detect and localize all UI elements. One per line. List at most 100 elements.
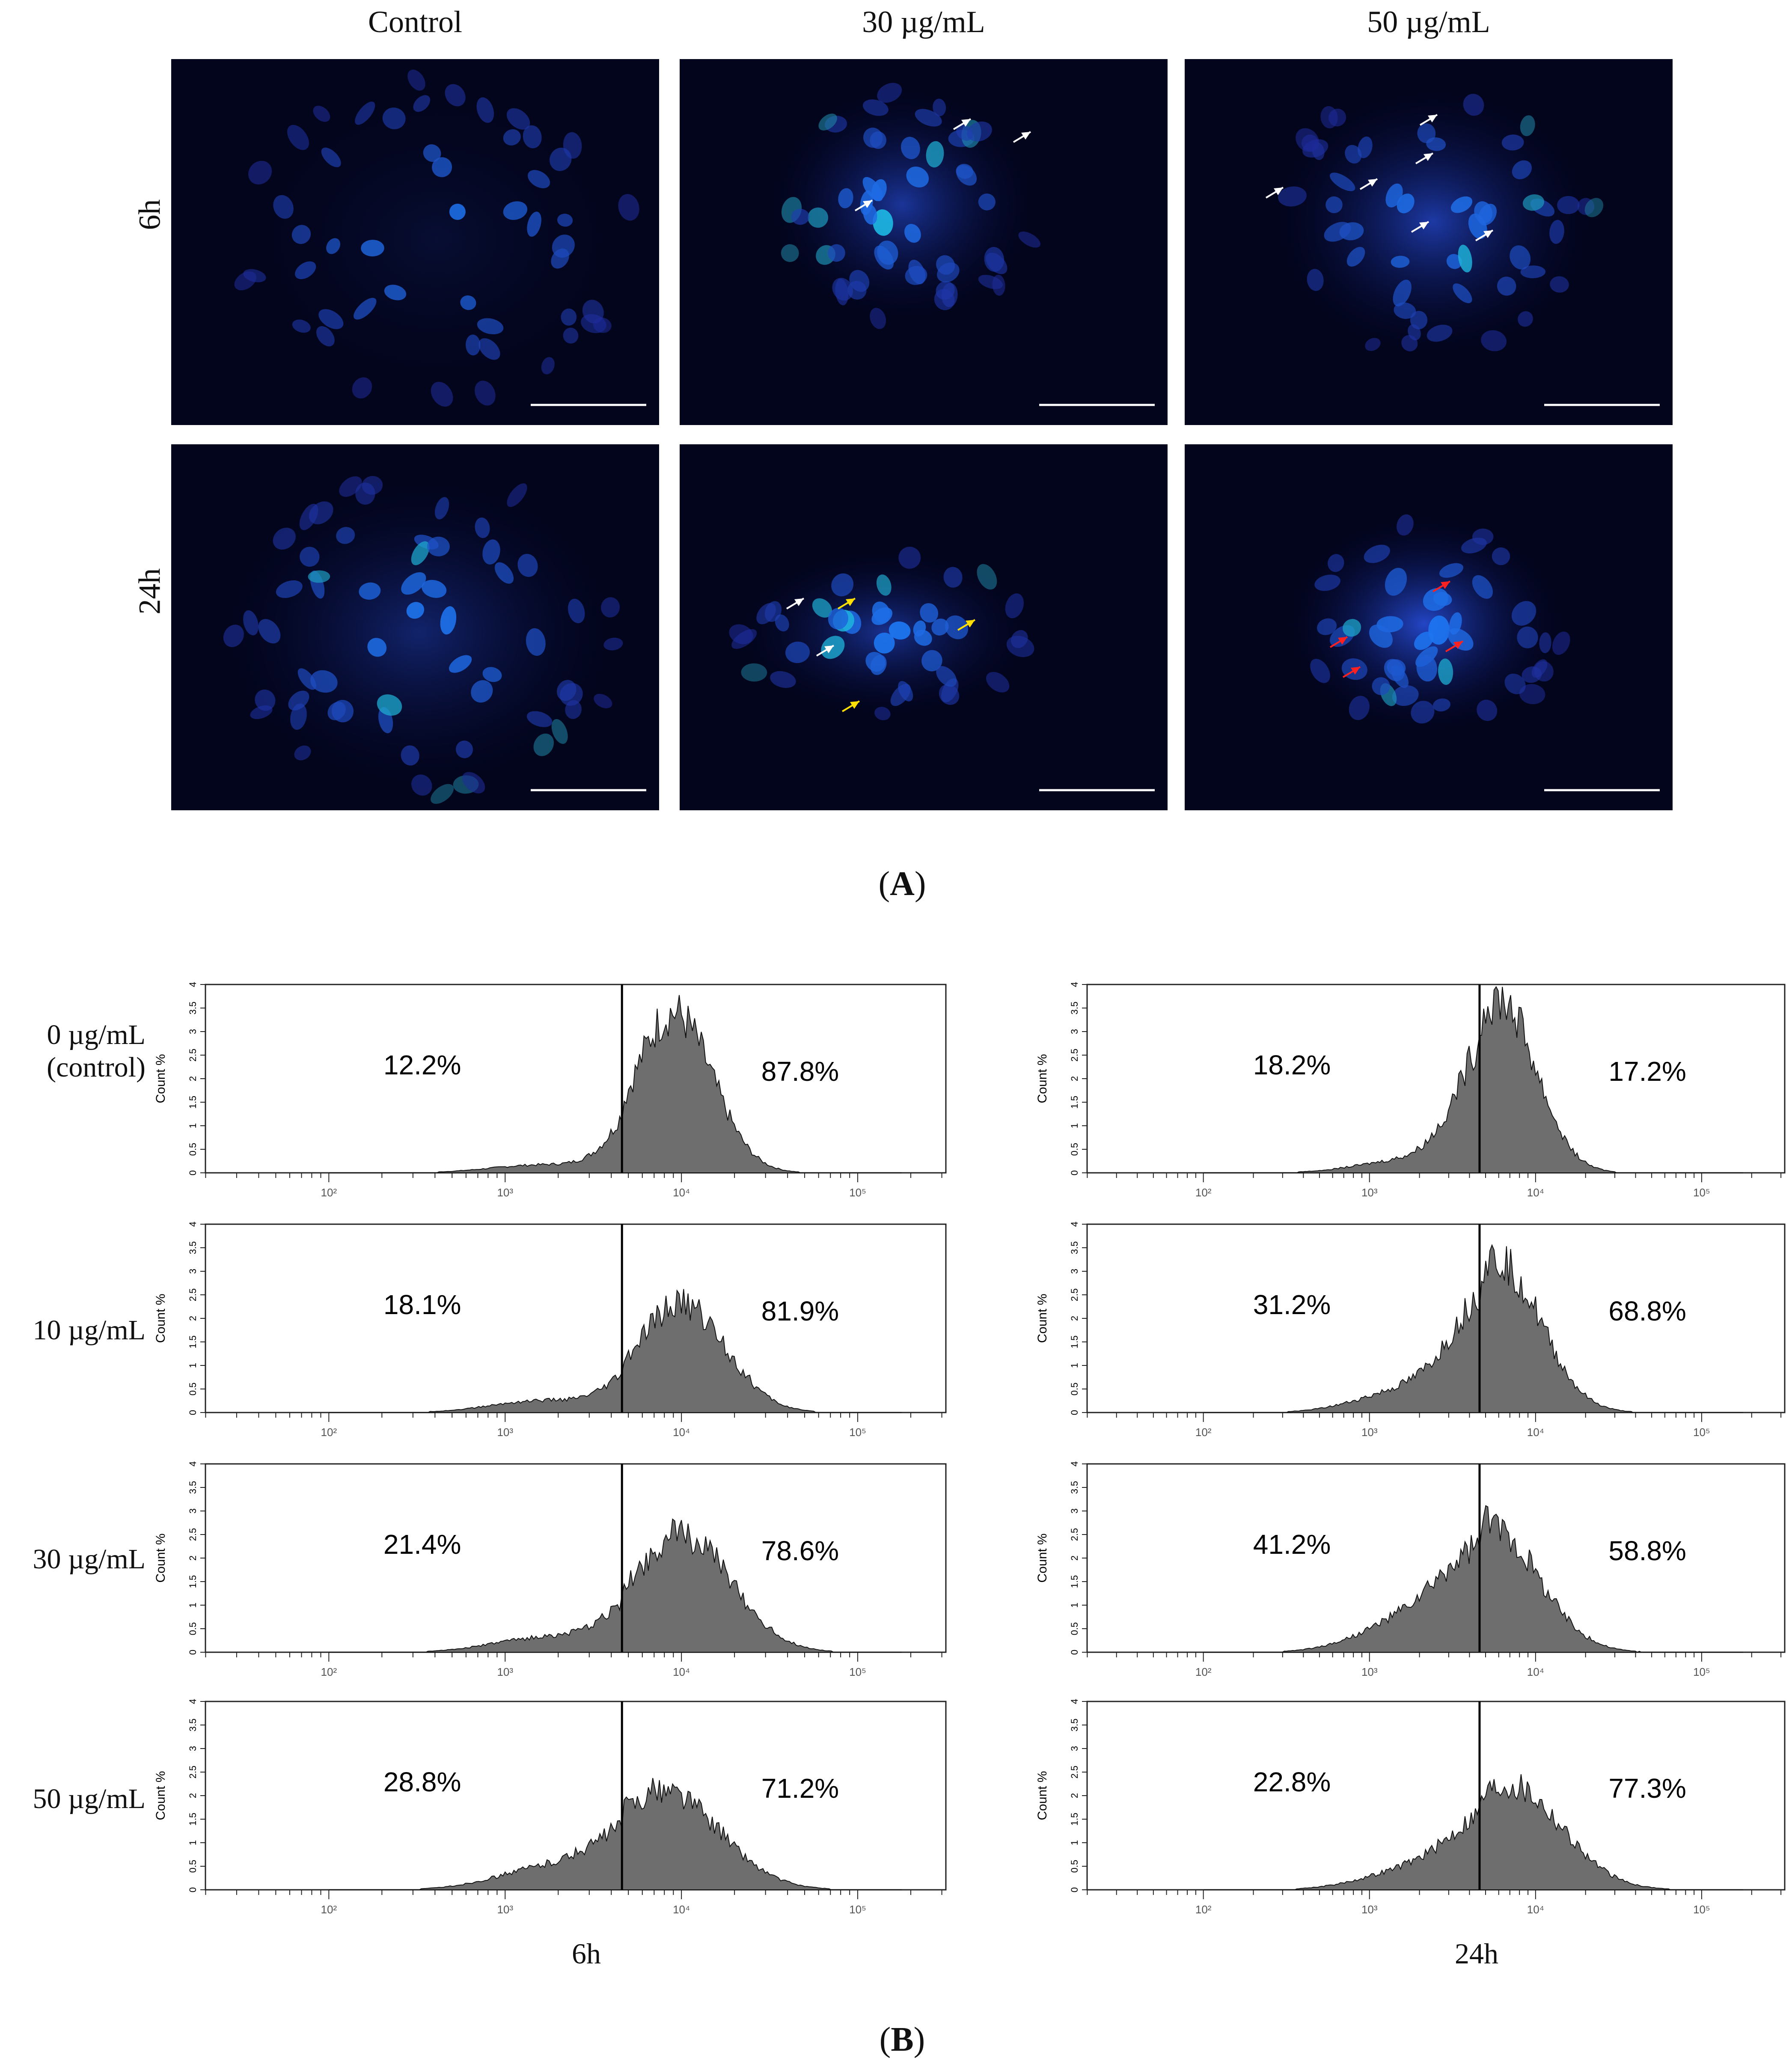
left-percentage: 12.2%	[383, 1050, 461, 1080]
left-percentage: 22.8%	[1253, 1767, 1331, 1797]
row-label-50: 50 µg/mL	[33, 1783, 146, 1814]
left-percentage: 21.4%	[383, 1529, 461, 1560]
y-tick-label: 4	[187, 1461, 198, 1466]
y-tick-label: 4	[187, 1699, 198, 1704]
y-tick-label: 1	[1069, 1123, 1080, 1128]
histogram-area	[1203, 986, 1743, 1173]
y-tick-label: 3	[1069, 1269, 1080, 1274]
column-label-30: 30 µg/mL	[862, 5, 985, 39]
y-tick-label: 2	[1069, 1316, 1080, 1321]
y-tick-label: 3.5	[1069, 1241, 1080, 1255]
row-label-0-line2: (control)	[47, 1052, 146, 1083]
x-tick-label: 10⁴	[1527, 1186, 1544, 1199]
x-tick-label: 10³	[1361, 1186, 1378, 1199]
y-tick-label: 1.5	[187, 1335, 198, 1349]
y-tick-label: 3	[1069, 1508, 1080, 1514]
y-axis-title: Count %	[154, 1054, 168, 1103]
x-tick-label: 10⁴	[673, 1903, 690, 1916]
y-tick-label: 0	[187, 1410, 198, 1415]
y-tick-label: 2.5	[1069, 1528, 1080, 1541]
y-tick-label: 3	[1069, 1029, 1080, 1034]
x-tick-label: 10³	[1361, 1903, 1378, 1916]
micrograph-control-24h	[171, 444, 659, 810]
x-tick-label: 10⁵	[849, 1903, 866, 1916]
x-tick-label: 10²	[321, 1665, 337, 1678]
column-label-50: 50 µg/mL	[1367, 5, 1490, 39]
y-axis-title: Count %	[1035, 1771, 1049, 1820]
column-label-control: Control	[368, 5, 462, 39]
x-tick-label: 10³	[497, 1426, 513, 1439]
histogram-area	[329, 1518, 902, 1653]
y-tick-label: 3	[187, 1746, 198, 1751]
y-tick-label: 3	[187, 1269, 198, 1274]
histogram-area	[329, 1778, 902, 1890]
y-tick-label: 0	[1069, 1650, 1080, 1655]
histogram-area	[1203, 1244, 1743, 1413]
y-tick-label: 3	[1069, 1746, 1080, 1751]
y-tick-label: 4	[1069, 982, 1080, 987]
right-percentage: 78.6%	[761, 1535, 839, 1566]
y-axis-title: Count %	[1035, 1054, 1049, 1103]
y-tick-label: 0	[1069, 1410, 1080, 1415]
right-percentage: 71.2%	[761, 1773, 839, 1804]
y-tick-label: 1.5	[187, 1575, 198, 1588]
y-tick-label: 4	[1069, 1699, 1080, 1704]
y-tick-label: 4	[1069, 1222, 1080, 1227]
right-percentage: 81.9%	[761, 1296, 839, 1326]
y-tick-label: 1	[1069, 1840, 1080, 1845]
y-tick-label: 3.5	[187, 1719, 198, 1732]
time-label-24h: 24h	[1455, 1937, 1498, 1970]
x-tick-label: 10²	[1195, 1903, 1212, 1916]
x-tick-label: 10²	[1195, 1426, 1212, 1439]
y-tick-label: 0.5	[1069, 1622, 1080, 1636]
y-axis-title: Count %	[1035, 1533, 1049, 1582]
y-tick-label: 2	[187, 1555, 198, 1561]
x-tick-label: 10²	[1195, 1665, 1212, 1678]
left-percentage: 18.2%	[1253, 1050, 1331, 1080]
y-axis-title: Count %	[1035, 1294, 1049, 1343]
left-percentage: 18.1%	[383, 1289, 461, 1320]
y-tick-label: 0.5	[187, 1383, 198, 1396]
y-tick-label: 4	[1069, 1461, 1080, 1466]
y-tick-label: 2.5	[187, 1288, 198, 1302]
histogram-area	[1203, 1774, 1743, 1890]
y-tick-label: 2.5	[1069, 1049, 1080, 1062]
y-tick-label: 2	[187, 1316, 198, 1321]
y-tick-label: 0.5	[1069, 1860, 1080, 1873]
row-label-24h: 24h	[132, 568, 167, 615]
y-tick-label: 2.5	[187, 1766, 198, 1779]
y-tick-label: 2	[187, 1076, 198, 1081]
y-tick-label: 1.5	[187, 1813, 198, 1826]
histogram-24h-30: Count % 0 0.5 1 1.5 2 2.5 3 3.5 4 10² 10³ 10⁴ 10⁵ 41.2…	[1027, 1460, 1789, 1693]
x-tick-label: 10⁵	[849, 1186, 866, 1199]
x-tick-label: 10³	[497, 1903, 513, 1916]
time-label-6h: 6h	[572, 1937, 601, 1970]
x-tick-label: 10⁵	[849, 1426, 866, 1439]
y-tick-label: 0.5	[1069, 1383, 1080, 1396]
micrograph-50-24h	[1185, 444, 1673, 810]
histogram-area	[329, 1289, 902, 1413]
y-tick-label: 2.5	[187, 1528, 198, 1541]
x-tick-label: 10⁵	[849, 1665, 866, 1678]
y-tick-label: 0.5	[1069, 1143, 1080, 1156]
y-tick-label: 3.5	[187, 1241, 198, 1255]
y-tick-label: 2.5	[187, 1049, 198, 1062]
histogram-6h-0: Count % 0 0.5 1 1.5 2 2.5 3 3.5 4 10² 10³ 10⁴ 10⁵ 12.2…	[146, 980, 950, 1213]
y-tick-label: 1	[1069, 1603, 1080, 1608]
x-tick-label: 10³	[1361, 1426, 1378, 1439]
panel-b-label: (B)	[879, 2021, 925, 2058]
x-tick-label: 10³	[497, 1186, 513, 1199]
y-tick-label: 0	[187, 1170, 198, 1175]
y-tick-label: 1.5	[187, 1096, 198, 1109]
y-tick-label: 1	[1069, 1363, 1080, 1368]
y-tick-label: 2	[1069, 1555, 1080, 1561]
y-tick-label: 1.5	[1069, 1335, 1080, 1349]
y-tick-label: 0	[187, 1650, 198, 1655]
x-tick-label: 10²	[321, 1186, 337, 1199]
y-tick-label: 0.5	[187, 1860, 198, 1873]
x-tick-label: 10⁴	[1527, 1903, 1544, 1916]
left-percentage: 41.2%	[1253, 1529, 1331, 1560]
y-axis-title: Count %	[154, 1771, 168, 1820]
y-tick-label: 4	[187, 982, 198, 987]
y-axis-title: Count %	[154, 1294, 168, 1343]
